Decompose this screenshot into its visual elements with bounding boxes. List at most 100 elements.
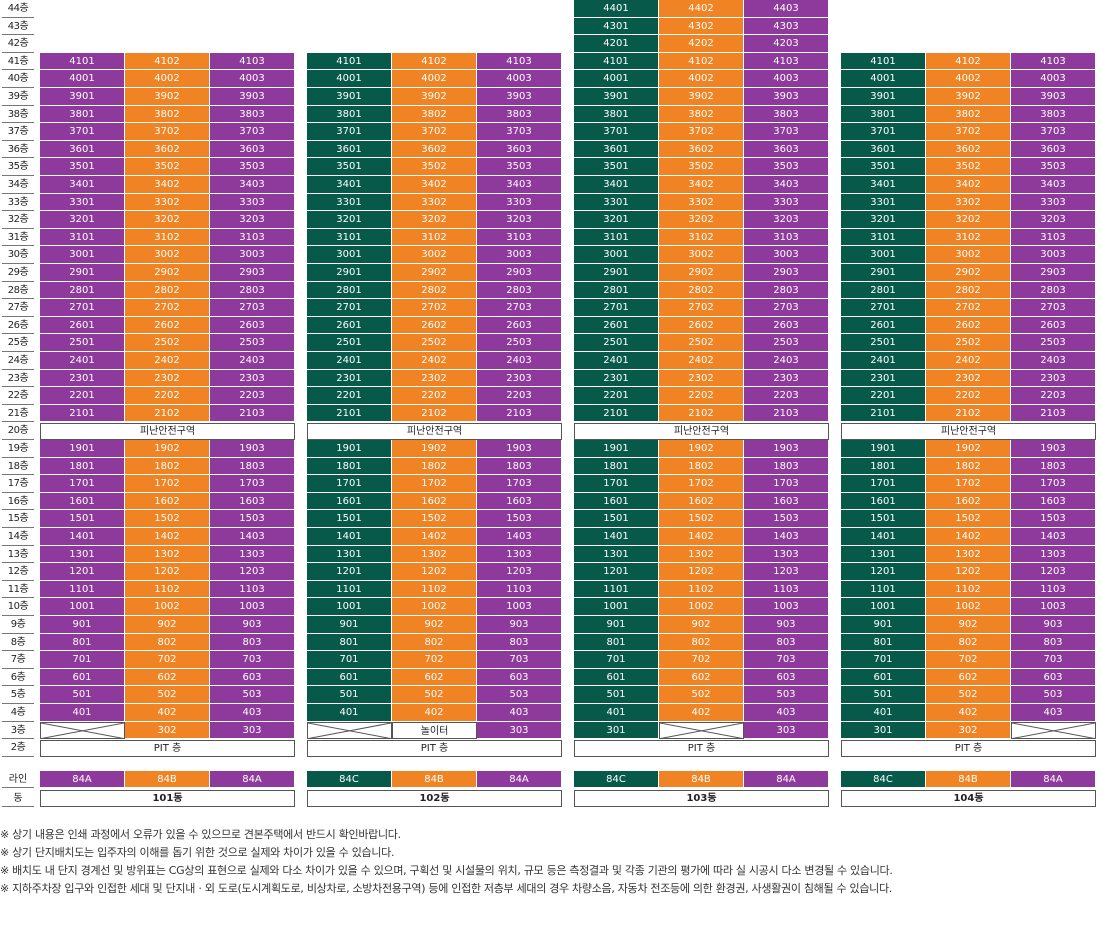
unit-cell: 1803 [477,457,562,476]
unit-cell: 2602 [659,316,744,335]
unit-cell: 2302 [125,369,210,388]
unit-cell: 602 [392,668,477,687]
unit-cell: 3601 [841,140,926,159]
note-4: ※ 지하주차장 입구와 인접한 세대 및 단지내ㆍ외 도로(도시계획도로, 비상… [0,882,892,895]
unit-cell: 2102 [659,404,744,423]
unit-cell: 2203 [744,387,829,405]
unit-cell: 1702 [926,475,1011,493]
unit-cell: 4402 [659,0,744,18]
unit-cell: 1001 [307,598,392,616]
unit-cell: 2201 [574,387,659,405]
unit-cell: 4001 [574,70,659,88]
floor-label: 36층 [0,141,36,159]
unit-cell: 3803 [477,105,562,124]
unit-cell: 303 [477,721,562,740]
unit-cell: 2601 [574,316,659,335]
unit-cell: 3402 [392,176,477,194]
unit-cell: 3203 [744,211,829,229]
unit-cell: 1502 [392,510,477,528]
unit-cell: 803 [1011,633,1096,652]
unit-cell: 3402 [125,176,210,194]
unit-cell: 1503 [744,510,829,528]
unit-cell: 3003 [210,246,295,264]
unit-cell: 1003 [1011,598,1096,616]
unit-cell: 3802 [659,105,744,124]
unit-cell: 2302 [926,369,1011,388]
unit-cell: 401 [841,704,926,722]
unit-cell: 3703 [210,123,295,141]
unit-cell: 3303 [744,193,829,212]
unit-cell: 902 [659,616,744,634]
unit-cell: 2701 [307,299,392,317]
unit-cell: 2801 [841,281,926,300]
empty-unit-cell [1011,721,1096,740]
pit-floor-bar: PIT 층 [307,739,562,757]
unit-cell: 1701 [574,475,659,493]
unit-cell: 1602 [659,492,744,511]
notes-section: ※ 상기 내용은 인쇄 과정에서 오류가 있을 수 있으므로 견본주택에서 반드… [0,826,1100,898]
unit-cell: 3403 [210,176,295,194]
unit-cell: 4002 [926,70,1011,88]
unit-cell: 4101 [307,52,392,71]
unit-cell: 2603 [744,316,829,335]
unit-cell: 902 [926,616,1011,634]
unit-cell: 2403 [744,352,829,370]
unit-cell: 802 [125,633,210,652]
unit-cell: 2801 [574,281,659,300]
floor-label: 29층 [0,264,36,282]
unit-cell: 1803 [1011,457,1096,476]
unit-cell: 4003 [477,70,562,88]
unit-cell: 3902 [926,88,1011,106]
unit-cell: 603 [210,668,295,687]
unit-cell: 2503 [210,334,295,352]
unit-cell: 1401 [307,528,392,546]
unit-cell: 3802 [125,105,210,124]
unit-cell: 2203 [477,387,562,405]
unit-cell: 1603 [477,492,562,511]
floor-label: 5층 [0,686,36,704]
unit-cell: 1403 [210,528,295,546]
unit-cell: 1503 [1011,510,1096,528]
unit-cell: 3001 [574,246,659,264]
unit-cell: 3903 [744,88,829,106]
unit-cell: 1402 [926,528,1011,546]
unit-cell: 402 [125,704,210,722]
unit-cell: 2303 [210,369,295,388]
unit-cell: 3501 [307,158,392,176]
line-type-cell: 84C [841,771,926,788]
pit-floor-bar: PIT 층 [841,739,1096,757]
unit-cell: 601 [574,668,659,687]
unit-cell: 1603 [210,492,295,511]
unit-cell: 1401 [574,528,659,546]
unit-cell: 4102 [125,52,210,71]
unit-cell: 2802 [659,281,744,300]
building-name-bar: 104동 [841,790,1096,807]
unit-cell: 1702 [392,475,477,493]
unit-cell: 1402 [392,528,477,546]
unit-cell: 703 [744,651,829,669]
unit-cell: 1803 [210,457,295,476]
unit-cell: 2703 [477,299,562,317]
unit-cell: 1203 [744,563,829,581]
unit-cell: 3903 [1011,88,1096,106]
unit-cell: 3002 [125,246,210,264]
line-type-cell: 84A [744,771,829,788]
unit-cell: 3603 [477,140,562,159]
unit-cell: 2803 [1011,281,1096,300]
unit-cell: 602 [125,668,210,687]
unit-cell: 901 [574,616,659,634]
unit-cell: 3502 [125,158,210,176]
unit-cell: 3901 [307,88,392,106]
unit-cell: 2401 [40,352,125,370]
floor-label: 10층 [0,598,36,616]
unit-cell: 3303 [1011,193,1096,212]
unit-cell: 2502 [926,334,1011,352]
unit-cell: 3702 [659,123,744,141]
unit-cell: 2601 [307,316,392,335]
floor-label: 30층 [0,246,36,264]
unit-cell: 303 [744,721,829,740]
unit-cell: 1701 [40,475,125,493]
unit-cell: 4002 [659,70,744,88]
unit-cell: 2101 [574,404,659,423]
unit-cell: 1202 [392,563,477,581]
